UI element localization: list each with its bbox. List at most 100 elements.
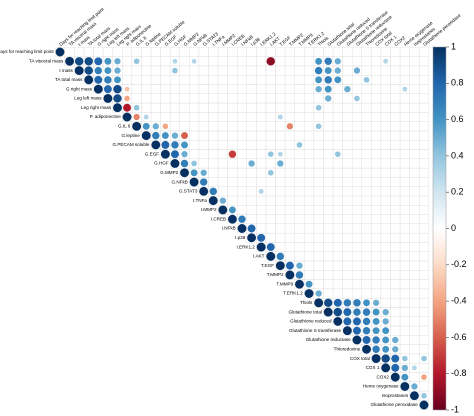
- row-label: T.MMP9: [276, 281, 293, 286]
- cell: [150, 75, 161, 85]
- cell: [409, 186, 420, 197]
- corr-circle: [199, 186, 209, 196]
- cell: [390, 260, 401, 271]
- cell: [304, 158, 315, 169]
- cell: [419, 270, 429, 280]
- cell: [409, 232, 420, 243]
- cell: [409, 270, 420, 280]
- cell: [189, 121, 200, 132]
- corr-circle: [191, 58, 197, 64]
- cell: [179, 65, 190, 76]
- cell: [304, 214, 315, 225]
- row-label: I.AKT: [253, 254, 265, 259]
- cell: [342, 177, 353, 187]
- cell: [237, 56, 247, 67]
- corr-circle: [354, 95, 360, 102]
- cell: [284, 47, 295, 57]
- corr-circle: [391, 354, 400, 363]
- row-label: TA visceral mass: [29, 59, 64, 64]
- row-label: G.EGF: [145, 151, 159, 156]
- cell: [409, 65, 420, 76]
- corr-circle: [400, 381, 410, 391]
- cell: [179, 47, 190, 57]
- cell: [399, 344, 410, 355]
- cell: [246, 75, 257, 85]
- cell: [237, 177, 247, 187]
- cell: [237, 75, 247, 85]
- cell: [361, 47, 372, 57]
- cell: [256, 112, 267, 122]
- cell: [265, 195, 276, 206]
- corr-circle: [122, 112, 132, 122]
- cell: [93, 47, 104, 57]
- cell: [246, 205, 257, 215]
- row-label: Heme oxygenase: [363, 384, 399, 389]
- cell: [419, 84, 429, 95]
- cell: [217, 158, 228, 169]
- corr-circle: [200, 169, 207, 176]
- cell: [390, 47, 401, 57]
- cell: [275, 47, 286, 57]
- corr-circle: [208, 196, 218, 206]
- cell: [304, 75, 315, 85]
- corr-circle: [392, 346, 399, 353]
- cell: [198, 65, 209, 76]
- cell: [179, 102, 190, 113]
- corr-circle: [401, 364, 408, 371]
- cell: [275, 84, 286, 95]
- cell: [131, 84, 142, 95]
- cell: [371, 102, 382, 113]
- corr-circle: [324, 76, 332, 84]
- cell: [419, 177, 429, 187]
- corr-circle: [227, 214, 237, 224]
- cell: [265, 205, 276, 215]
- cell: [371, 205, 382, 215]
- cell: [265, 65, 276, 76]
- corr-circle: [181, 132, 188, 140]
- cell: [284, 242, 295, 252]
- cell: [208, 158, 219, 169]
- corr-circle: [180, 168, 189, 178]
- corr-circle: [277, 151, 283, 157]
- corr-circle: [114, 76, 121, 84]
- cell: [256, 75, 267, 85]
- cell: [169, 75, 180, 85]
- cell: [332, 279, 343, 290]
- corr-circle: [315, 57, 323, 65]
- cell: [390, 279, 401, 290]
- cell: [371, 84, 382, 95]
- cell: [390, 205, 401, 215]
- cell: [380, 270, 391, 280]
- corr-circle: [371, 354, 381, 363]
- cell: [351, 242, 362, 252]
- cell: [246, 167, 257, 178]
- corr-circle: [352, 317, 361, 326]
- cell: [409, 167, 420, 178]
- cell: [256, 149, 267, 160]
- cell: [246, 102, 257, 113]
- cell: [361, 130, 372, 141]
- cell: [351, 158, 362, 169]
- cell: [399, 297, 410, 308]
- cell: [198, 75, 209, 85]
- cell: [323, 205, 334, 215]
- cell: [237, 112, 247, 122]
- corr-circle: [304, 289, 314, 298]
- cell: [323, 112, 334, 122]
- cell: [399, 56, 410, 67]
- cell: [399, 270, 410, 280]
- cell: [342, 47, 353, 57]
- row-label: Glutathione reduced: [290, 319, 332, 324]
- cell: [313, 232, 324, 243]
- cell: [409, 158, 420, 169]
- cell: [361, 195, 372, 206]
- cell: [294, 195, 305, 206]
- cell: [380, 186, 391, 197]
- cell: [419, 400, 429, 410]
- corr-circle: [161, 140, 170, 149]
- cell: [313, 47, 324, 57]
- cell: [265, 130, 276, 141]
- cell: [208, 112, 219, 122]
- corr-circle: [315, 123, 322, 130]
- corr-circle: [74, 66, 84, 76]
